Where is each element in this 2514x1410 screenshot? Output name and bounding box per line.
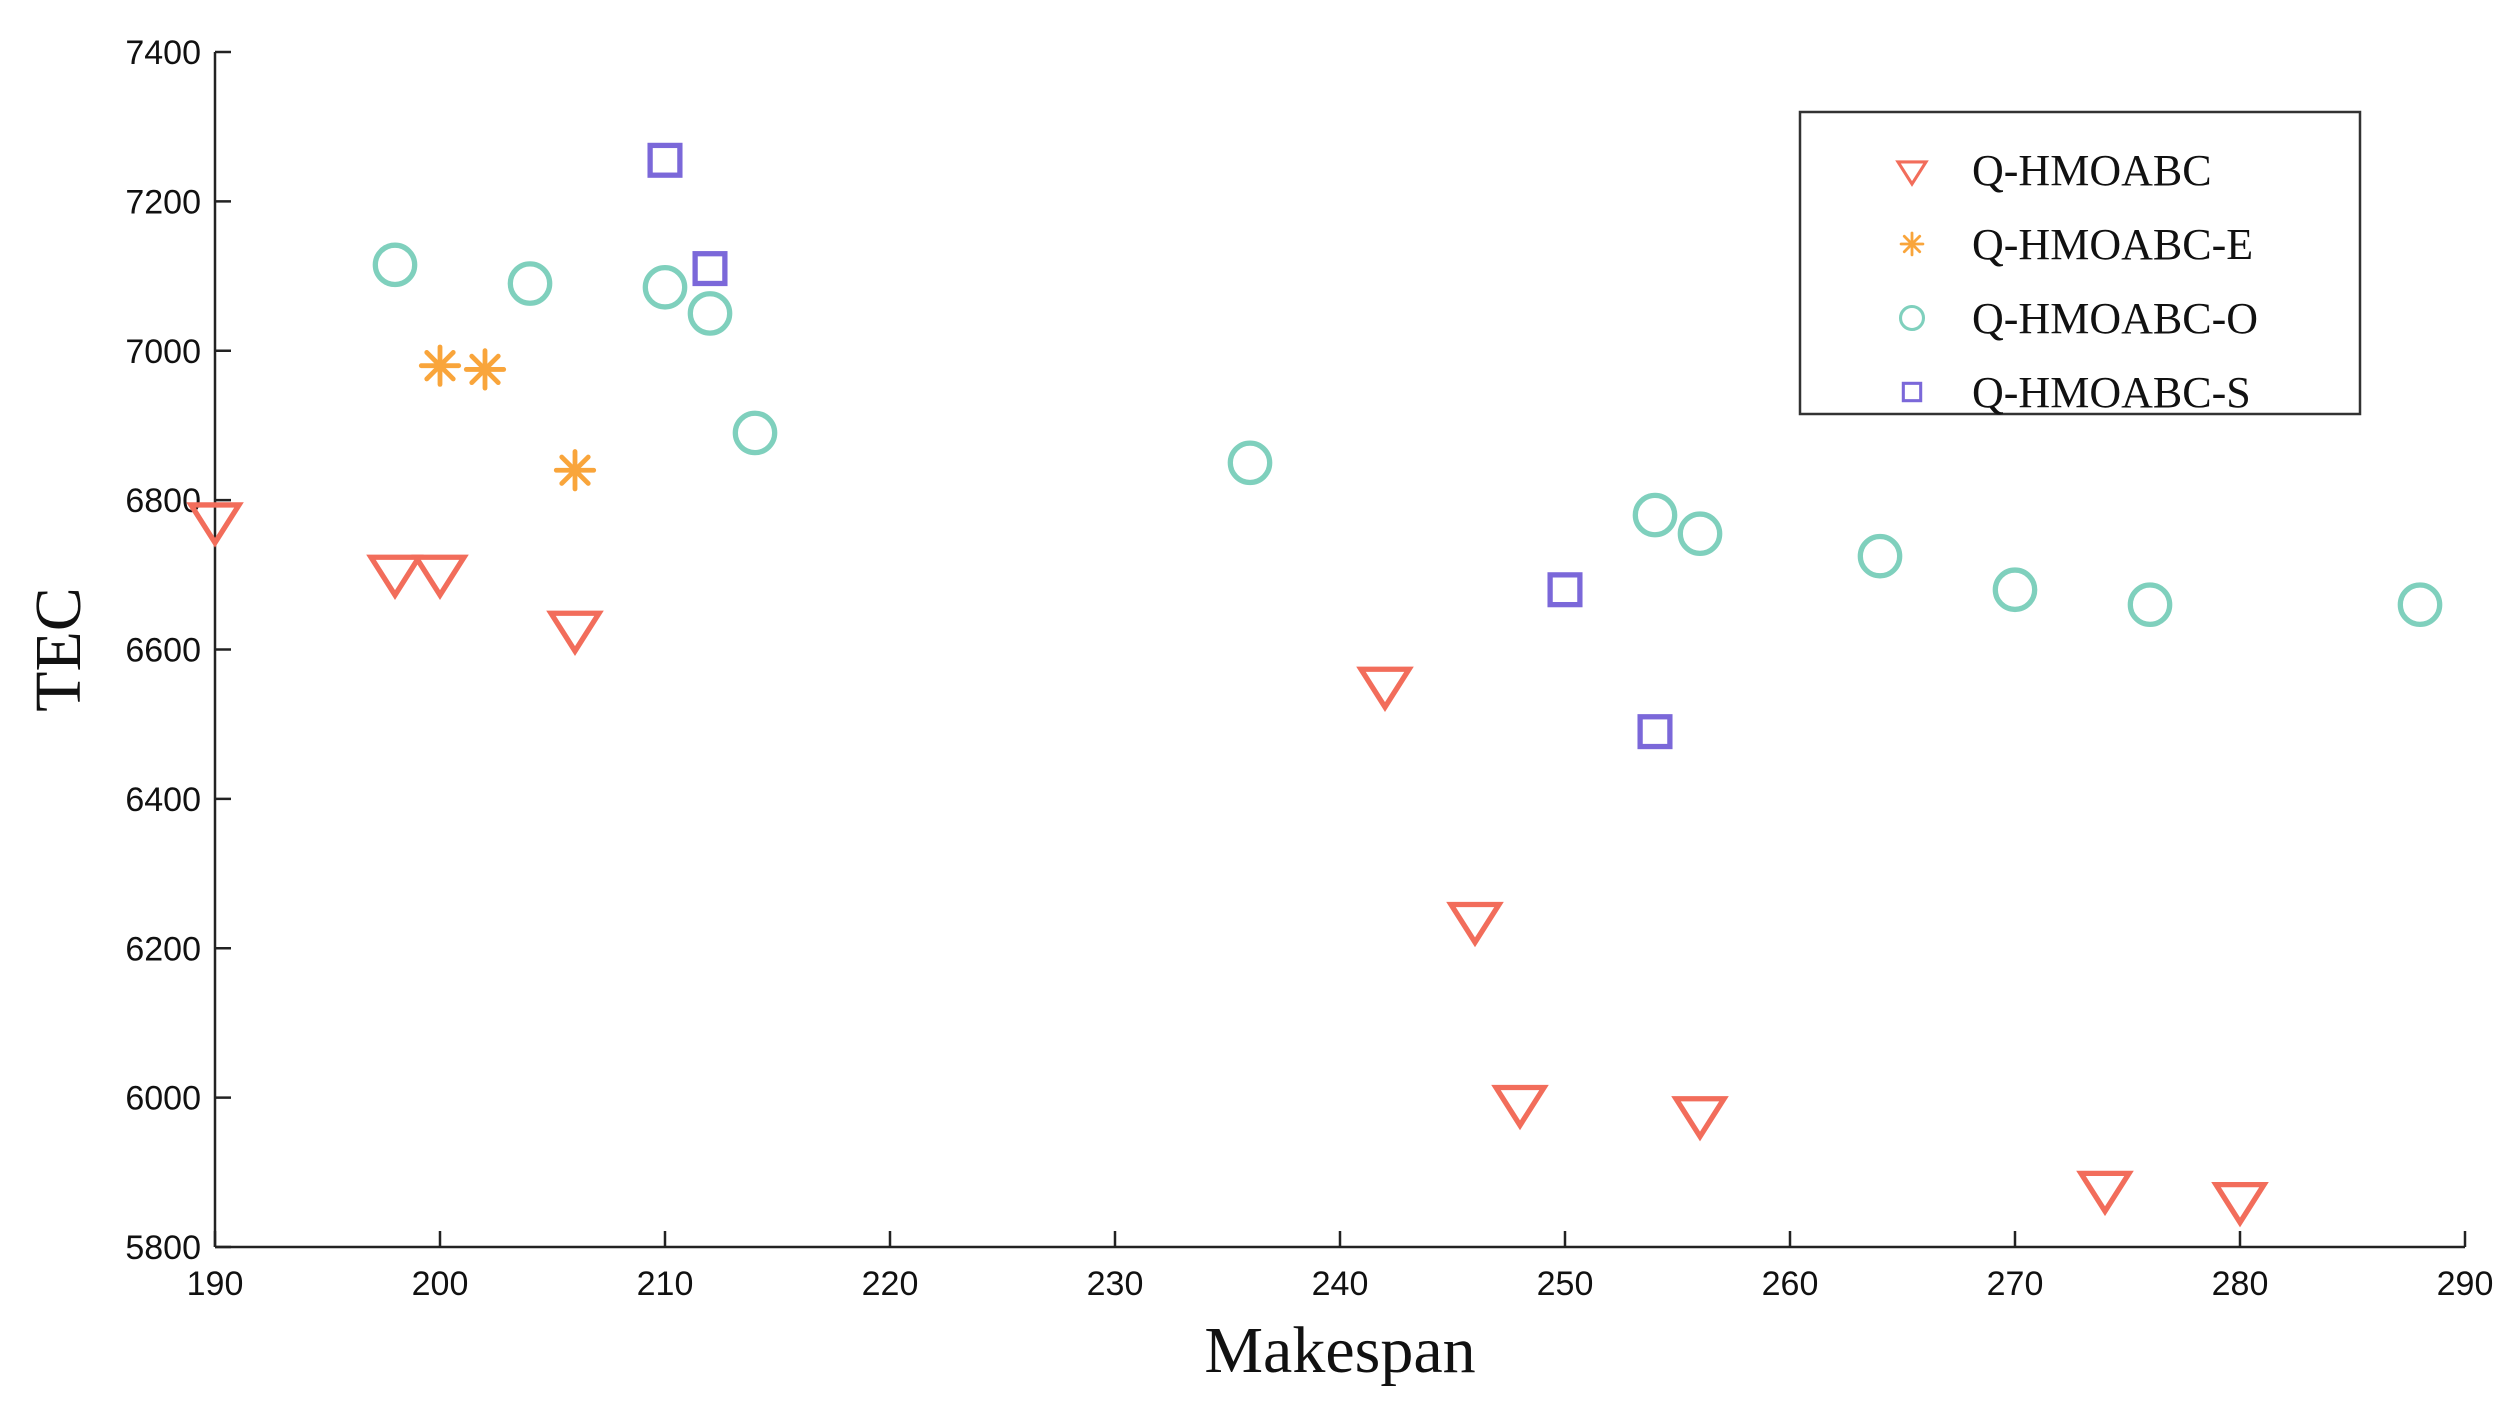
data-point [642, 264, 688, 310]
legend-item: Q-HMOABC-O [1898, 294, 2258, 343]
data-point [687, 291, 733, 336]
y-tick-label: 6200 [125, 930, 201, 968]
y-tick-label: 5800 [125, 1229, 201, 1267]
legend-label: Q-HMOABC [1972, 146, 2212, 195]
data-point [553, 449, 597, 492]
data-point [1446, 901, 1504, 948]
data-point [1491, 1084, 1549, 1131]
data-point [507, 261, 553, 306]
legend-marker [1901, 381, 1923, 403]
x-tick-label: 210 [637, 1265, 694, 1303]
x-tick-label: 190 [187, 1265, 244, 1303]
x-tick-label: 270 [1987, 1265, 2044, 1303]
data-point [732, 410, 778, 456]
data-point [1227, 440, 1273, 486]
data-point [1992, 567, 2038, 613]
legend: Q-HMOABC Q-HMOABC-E Q-HMOABC-O Q-HMOABC-S [1798, 110, 2362, 417]
y-tick-label: 6000 [125, 1080, 201, 1118]
data-point [2127, 582, 2173, 628]
data-point [463, 348, 507, 391]
data-point [546, 610, 604, 656]
legend-box [1798, 110, 2362, 416]
x-tick-label: 260 [1762, 1265, 1819, 1303]
data-point [1857, 533, 1903, 579]
legend-marker [1899, 231, 1925, 257]
legend-marker [1898, 304, 1926, 332]
data-point [692, 251, 728, 287]
y-axis-title: TEC [22, 587, 95, 712]
legend-label: Q-HMOABC-S [1972, 368, 2251, 417]
data-points [186, 142, 2443, 1228]
axes: 190 200 210 220 230 240 250 260 270 280 290 5800 600… [125, 34, 2493, 1303]
data-point [1356, 666, 1414, 712]
data-point [1632, 492, 1678, 538]
legend-item: Q-HMOABC-E [1899, 220, 2253, 269]
data-point [2076, 1170, 2134, 1217]
data-point [1547, 572, 1583, 608]
data-point [1677, 511, 1723, 557]
y-tick-label: 7200 [125, 183, 201, 221]
data-point [1671, 1096, 1729, 1142]
y-tick-label: 7400 [125, 34, 201, 72]
y-tick-label: 7000 [125, 333, 201, 371]
legend-marker [1895, 160, 1929, 187]
x-tick-label: 230 [1087, 1265, 1144, 1303]
y-tick-label: 6600 [125, 632, 201, 670]
data-point [2397, 582, 2443, 628]
data-point [411, 554, 469, 600]
legend-item: Q-HMOABC [1895, 146, 2212, 195]
x-tick-label: 200 [412, 1265, 469, 1303]
x-tick-label: 240 [1312, 1265, 1369, 1303]
x-tick-label: 220 [862, 1265, 919, 1303]
data-point [186, 502, 244, 548]
x-tick-label: 280 [2212, 1265, 2269, 1303]
data-point [366, 554, 424, 600]
data-point [418, 344, 462, 387]
y-tick-label: 6800 [125, 482, 201, 520]
y-tick-label: 6400 [125, 781, 201, 819]
x-axis-title: Makespan [1204, 1314, 1475, 1387]
x-tick-label: 290 [2437, 1265, 2494, 1303]
legend-item: Q-HMOABC-S [1901, 368, 2251, 417]
x-tick-label: 250 [1537, 1265, 1594, 1303]
data-point [372, 242, 418, 288]
data-point [1637, 714, 1673, 750]
data-point [2211, 1181, 2269, 1228]
legend-label: Q-HMOABC-E [1972, 220, 2253, 269]
data-point [647, 142, 683, 178]
legend-label: Q-HMOABC-O [1972, 294, 2258, 343]
